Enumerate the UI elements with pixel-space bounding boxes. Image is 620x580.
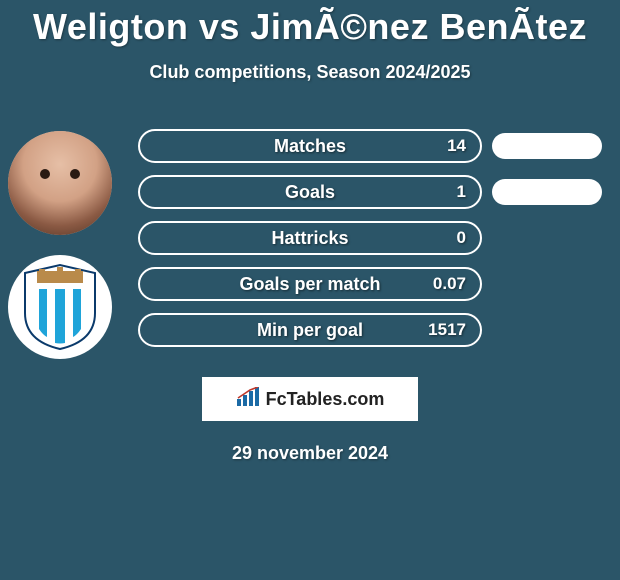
right-pills-column [492,129,602,363]
brand-badge[interactable]: FcTables.com [202,377,418,421]
date-line: 29 november 2024 [0,443,620,464]
stat-label: Goals [285,182,335,203]
club-crest [8,255,112,359]
brand-label: FcTables.com [266,389,385,410]
stat-value: 0 [457,228,466,248]
stat-value: 0.07 [433,274,466,294]
stat-row-goals: Goals 1 [138,175,482,209]
right-pill-goals [492,179,602,205]
stat-label: Min per goal [257,320,363,341]
stat-label: Hattricks [271,228,348,249]
stat-label: Goals per match [239,274,380,295]
bar-chart-icon [236,387,260,412]
right-pill-empty [492,271,602,297]
right-pill-empty [492,317,602,343]
stat-row-min-per-goal: Min per goal 1517 [138,313,482,347]
stat-rows: Matches 14 Goals 1 Hattricks 0 Goals per… [138,129,482,359]
stat-row-matches: Matches 14 [138,129,482,163]
club-crest-svg [21,263,99,351]
stat-value: 14 [447,136,466,156]
right-pill-empty [492,225,602,251]
player-face-placeholder [8,131,112,235]
right-pill-matches [492,133,602,159]
player-avatar [8,131,112,235]
stat-row-goals-per-match: Goals per match 0.07 [138,267,482,301]
stats-area: Matches 14 Goals 1 Hattricks 0 Goals per… [0,123,620,363]
subtitle: Club competitions, Season 2024/2025 [0,62,620,83]
avatars-column [8,131,120,379]
stat-row-hattricks: Hattricks 0 [138,221,482,255]
stat-value: 1 [457,182,466,202]
stat-value: 1517 [428,320,466,340]
stat-label: Matches [274,136,346,157]
page-title: Weligton vs JimÃ©nez BenÃ­tez [0,0,620,48]
